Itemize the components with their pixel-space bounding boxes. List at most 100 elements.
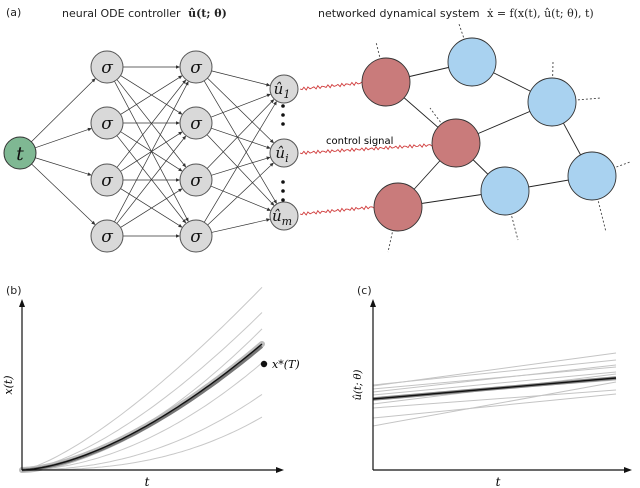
- ellipsis-dot: [281, 189, 285, 193]
- nn-arrowhead: [178, 188, 183, 193]
- network-stub: [596, 197, 607, 233]
- nn-edge: [116, 80, 186, 168]
- hidden-node-circle: [179, 219, 213, 253]
- controlled-node: [431, 118, 481, 168]
- network-stub: [510, 212, 519, 241]
- output-subscript: 1: [283, 88, 290, 101]
- free-node: [567, 151, 617, 201]
- hidden-node-circle: [90, 106, 124, 140]
- nn-edge: [210, 94, 271, 118]
- c-x-arrow: [624, 467, 632, 473]
- hidden-node: σ: [90, 50, 124, 84]
- nn-edge: [211, 157, 270, 176]
- b-x-label: t: [145, 475, 150, 488]
- free-node: [480, 166, 530, 216]
- hidden-node: σ: [90, 106, 124, 140]
- target-point: [260, 360, 268, 368]
- input-node-label: t: [16, 143, 24, 165]
- hidden-node-circle: [179, 106, 213, 140]
- panel-c: (c) û(t; θ) t: [353, 284, 632, 488]
- control-signal-label: control signal: [326, 136, 393, 147]
- output-layer: û1 ûiû m: [269, 74, 299, 231]
- nn-arrowhead: [182, 79, 187, 84]
- optimal-control: [372, 377, 617, 400]
- nn-arrowhead: [185, 217, 189, 222]
- system-title-text: networked dynamical system: [318, 7, 480, 20]
- output-base: û: [275, 144, 285, 162]
- controlled-node: [361, 57, 411, 107]
- trajectory-curves: [19, 286, 265, 473]
- nn-arrowhead: [178, 131, 183, 136]
- hidden-node: σ: [179, 50, 213, 84]
- system-title-math: ẋ = f(x(t), û(t; θ), t): [487, 7, 594, 20]
- nn-arrowhead: [91, 78, 96, 83]
- nn-arrowhead: [176, 234, 180, 238]
- panel-a: (a) neural ODE controller û(t; θ) networ…: [3, 6, 631, 253]
- nn-edge: [211, 70, 270, 86]
- nn-arrowhead: [182, 135, 187, 140]
- controller-title: neural ODE controller û(t; θ): [62, 7, 227, 20]
- activation-label: σ: [101, 171, 113, 191]
- nn-arrowhead: [273, 199, 277, 204]
- ellipsis-dot: [281, 122, 285, 126]
- nn-arrowhead: [269, 139, 274, 144]
- nn-arrowhead: [91, 220, 96, 225]
- nn-edge: [114, 81, 189, 223]
- nn-edge: [120, 188, 182, 228]
- sample-trajectory: [21, 286, 263, 471]
- output-subscript: m: [282, 215, 292, 228]
- c-y-label: û(t; θ): [353, 369, 364, 400]
- output-node-label: û1: [274, 80, 291, 101]
- output-node-circle: [269, 74, 299, 104]
- sample-control: [372, 393, 617, 419]
- activation-label: σ: [101, 114, 113, 134]
- nn-arrowhead: [176, 178, 180, 182]
- ellipsis-dot: [281, 180, 285, 184]
- neural-network-edges: [31, 65, 277, 238]
- network-stub: [458, 23, 466, 42]
- nn-edge: [207, 163, 274, 226]
- nn-edge: [207, 77, 274, 143]
- hidden-layers: σ σ σ σ σ σ σ σ: [90, 50, 213, 253]
- controller-title-text: neural ODE controller: [62, 7, 181, 20]
- sample-trajectory: [22, 393, 263, 471]
- hidden-node-circle: [179, 50, 213, 84]
- output-node: ûi: [269, 138, 299, 168]
- control-signal-line: [299, 205, 375, 216]
- nn-edge: [116, 135, 186, 223]
- b-y-label: x(t): [2, 375, 15, 394]
- system-title: networked dynamical system ẋ = f(x(t), û…: [318, 7, 594, 20]
- nn-edge: [206, 134, 274, 206]
- sample-trajectory: [21, 312, 263, 471]
- free-node: [527, 77, 577, 127]
- sample-control: [372, 359, 617, 386]
- sample-control: [372, 381, 617, 427]
- nn-edge: [35, 128, 92, 149]
- hidden-node-circle: [90, 219, 124, 253]
- ellipsis-dot: [281, 113, 285, 117]
- nn-arrowhead: [269, 162, 274, 167]
- nn-arrowhead: [266, 93, 271, 98]
- sample-control: [372, 389, 617, 409]
- nn-arrowhead: [87, 172, 92, 176]
- sample-trajectory: [22, 362, 263, 471]
- nn-edge: [116, 136, 186, 224]
- nn-arrowhead: [178, 75, 183, 80]
- input-node-circle: [3, 136, 37, 170]
- controlled-node: [373, 182, 423, 232]
- nn-arrowhead: [270, 201, 275, 206]
- output-node-circle: [269, 138, 299, 168]
- nn-arrowhead: [176, 121, 180, 125]
- input-node: t: [3, 136, 37, 170]
- output-node-label: ûi: [275, 144, 288, 165]
- panel-c-tag: (c): [357, 284, 372, 297]
- nn-arrowhead: [87, 127, 92, 132]
- optimal-trajectory: [21, 343, 263, 471]
- network-stub: [429, 107, 444, 126]
- ellipsis-dot: [281, 104, 285, 108]
- output-ellipsis: [281, 104, 285, 202]
- network-stub: [387, 228, 394, 253]
- nn-edge: [120, 75, 182, 115]
- nn-arrowhead: [176, 65, 180, 69]
